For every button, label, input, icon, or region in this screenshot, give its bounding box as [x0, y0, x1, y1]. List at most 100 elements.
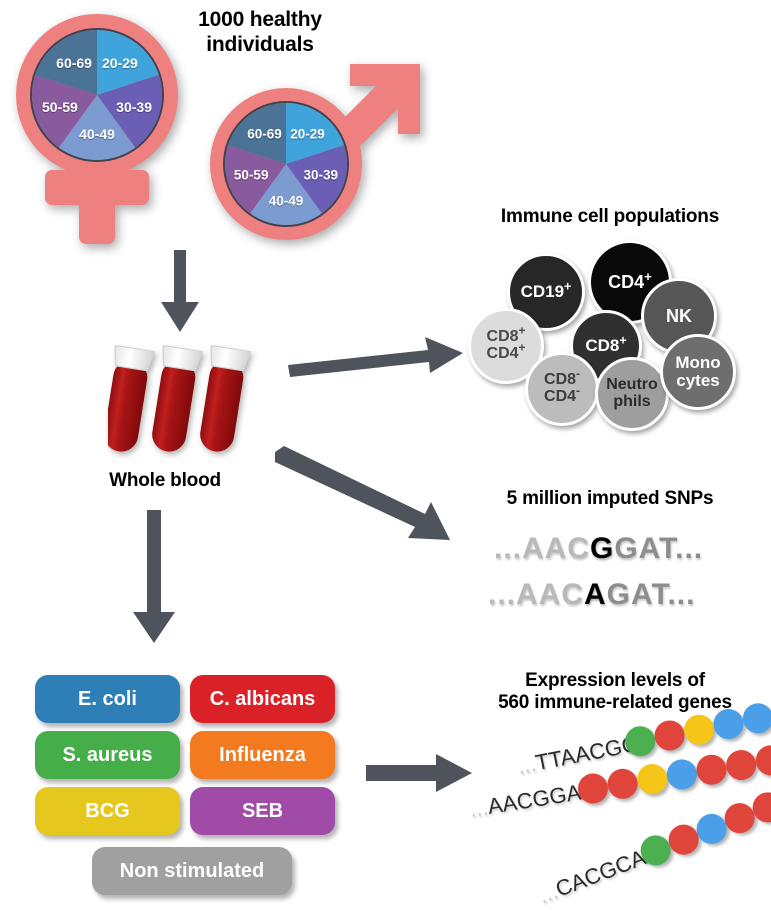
dna-strand-bases: CACGCAA [552, 839, 663, 902]
female-gender-symbol: 20-29 30-39 40-49 50-59 60-69 [10, 12, 190, 244]
page-title-cohort: 1000 healthy individuals [150, 8, 370, 58]
snp-suffix: GAT... [606, 578, 696, 611]
pie-slice-20-29 [286, 103, 345, 164]
dna-strand-bases: AACGGAT [485, 777, 595, 819]
dna-strand-dot [636, 830, 676, 870]
immune-cell-label-line: cytes [676, 371, 720, 390]
immune-cell-label-line: CD8+ [585, 333, 627, 356]
stimulus-label: E. coli [78, 687, 137, 710]
arrow-stimuli-to-expression [366, 754, 472, 792]
stimulus-label: Non stimulated [119, 859, 265, 882]
immune-cell-label: CD19+ [520, 279, 572, 302]
stimulus-pill-s-aureus[interactable]: S. aureus [35, 731, 180, 779]
immune-cell-label-line: CD4- [544, 383, 580, 405]
immune-cell-nk: NK [641, 278, 717, 354]
dna-strand-dot [576, 771, 611, 806]
whole-blood-label: Whole blood [109, 470, 221, 491]
pie-slice-50-59 [32, 74, 97, 148]
immune-cell-label-line: CD4+ [608, 268, 652, 292]
immune-cell-label: CD8+ CD4+ [486, 324, 526, 362]
immune-cell-label: NK [666, 305, 692, 326]
cohort-title-line2: individuals [206, 32, 314, 56]
male-age-pie-chart: 20-29 30-39 40-49 50-59 60-69 [223, 101, 349, 227]
pie-slice-label-40-49: 40-49 [268, 193, 304, 209]
immune-cell-cd8-cd4-: CD8+ CD4+ [468, 308, 544, 384]
dna-strand-dot [720, 798, 760, 838]
cohort-title-line1: 1000 healthy [198, 8, 322, 31]
pie-slice-40-49 [250, 164, 322, 225]
snp-prefix: ...AAC [488, 578, 584, 611]
stimulus-pill-seb[interactable]: SEB [190, 787, 335, 835]
stimulus-label: SEB [241, 799, 284, 822]
pie-slice-label-60-69: 60-69 [56, 55, 92, 72]
expression-title-line2: 560 immune-related genes [498, 692, 732, 714]
arrow-blood-to-stimuli [133, 510, 175, 643]
immune-cell-cd19: CD19+ [507, 253, 585, 331]
immune-cell-monocytes: Mono cytes [660, 334, 736, 410]
pie-slice-label-50-59: 50-59 [233, 167, 269, 183]
female-age-pie-chart: 20-29 30-39 40-49 50-59 60-69 [30, 28, 164, 162]
snp-sequence-row: ...AACGGAT... [494, 532, 703, 566]
immune-cell-label-line: CD4+ [486, 340, 526, 362]
immune-section-title: Immune cell populations [500, 206, 720, 227]
immune-cell-label-line: CD8- [544, 367, 580, 389]
immune-cell-label: Mono cytes [675, 354, 720, 389]
arrow-blood-to-immune [288, 337, 463, 377]
pie-slice-60-69 [227, 103, 286, 164]
dna-strand-sequence: ...TTAACGG [515, 731, 641, 780]
immune-cell-label: CD8- CD4- [544, 367, 580, 405]
immune-cell-cd4: CD4+ [588, 240, 672, 324]
stimulus-label: BCG [85, 799, 130, 822]
stimulus-pill-influenza[interactable]: Influenza [190, 731, 335, 779]
stimulus-pill-bcg[interactable]: BCG [35, 787, 180, 835]
pie-slice-50-59 [225, 145, 286, 214]
arrow-cohort-to-blood [161, 250, 199, 332]
stimulus-pill-non-stimulated[interactable]: Non stimulated [92, 847, 292, 895]
expression-section-title: Expression levels of 560 immune-related … [470, 670, 760, 715]
arrow-blood-to-snps [275, 446, 450, 540]
dna-strand-dot [635, 761, 670, 797]
dna-strand-bases: TTAACGG [533, 730, 641, 776]
snp-sequence-block: ...AACGGAT... ...AACAGAT... [488, 532, 748, 622]
immune-cell-cd8-cd4-: CD8- CD4- [525, 352, 599, 426]
stimulus-label: C. albicans [209, 687, 316, 710]
immune-cell-label-line: CD19+ [520, 279, 572, 302]
immune-cell-label: CD4+ [608, 268, 652, 292]
snp-sequence-row: ...AACAGAT... [488, 578, 695, 612]
snp-prefix: ...AAC [494, 532, 590, 565]
immune-cell-label-line: phils [613, 393, 651, 410]
dna-strand-dot [748, 787, 771, 827]
immune-cell-label-line: NK [666, 305, 692, 326]
dna-strand-dot [622, 723, 659, 759]
expression-title-line1: Expression levels of [525, 670, 705, 691]
pie-slice-60-69 [35, 30, 97, 95]
snp-variant-allele: A [584, 578, 607, 611]
immune-cell-label-line: CD8+ [486, 324, 526, 346]
immune-cell-neutrophils: Neutro phils [595, 357, 669, 431]
pie-slice-30-39 [97, 74, 162, 148]
male-gender-symbol: 20-29 30-39 40-49 50-59 60-69 [198, 62, 428, 257]
dna-strand-dot [692, 809, 732, 849]
pie-slice-label-30-39: 30-39 [303, 167, 339, 183]
pie-slice-20-29 [97, 30, 159, 95]
pie-slice-40-49 [58, 95, 136, 160]
dna-strand-dot [724, 747, 759, 783]
pie-slice-label-20-29: 20-29 [102, 55, 138, 72]
pie-slice-label-30-39: 30-39 [116, 99, 152, 116]
stimulus-pill-c-albicans[interactable]: C. albicans [190, 675, 335, 723]
snp-variant-allele: G [590, 532, 615, 565]
pie-slice-label-60-69: 60-69 [247, 126, 282, 142]
stimulus-pill-e-coli[interactable]: E. coli [35, 675, 180, 723]
snp-suffix: GAT... [614, 532, 704, 565]
stimulus-label: Influenza [219, 743, 306, 766]
dna-strand-lead: ... [515, 750, 539, 779]
dna-strand-lead: ... [467, 794, 490, 822]
dna-strand-dot [665, 757, 700, 792]
dna-strand-dot [753, 743, 771, 778]
blood-collection-tubes [104, 338, 278, 468]
immune-cell-label: Neutro phils [606, 377, 658, 410]
dna-strand-dot [605, 766, 641, 801]
dna-strand-dot [681, 712, 717, 748]
